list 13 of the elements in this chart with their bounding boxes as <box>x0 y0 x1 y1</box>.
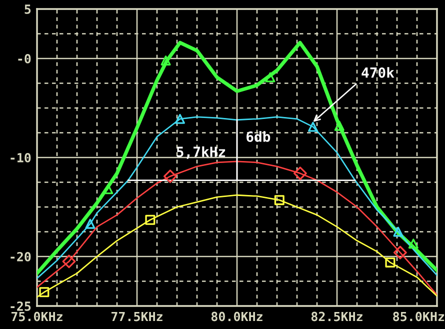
y-tick-label: -10 <box>10 152 31 162</box>
annotation: 6db <box>246 131 270 142</box>
y-tick-label: -0 <box>18 54 31 64</box>
x-tick-label: 75.0KHz <box>11 312 62 322</box>
x-tick-label: 82.5KHz <box>311 312 362 322</box>
annotation: 470k <box>362 67 394 78</box>
x-tick-label: 77.5KHz <box>111 312 162 322</box>
y-tick-label: -25 <box>10 301 31 311</box>
x-tick-label: 80.0KHz <box>211 312 262 322</box>
y-tick-label: -20 <box>10 252 31 262</box>
y-tick-label: 5 <box>24 4 31 14</box>
annotation: 5,7kHz <box>176 146 226 159</box>
x-tick-label: 85.0KHz <box>393 312 444 322</box>
